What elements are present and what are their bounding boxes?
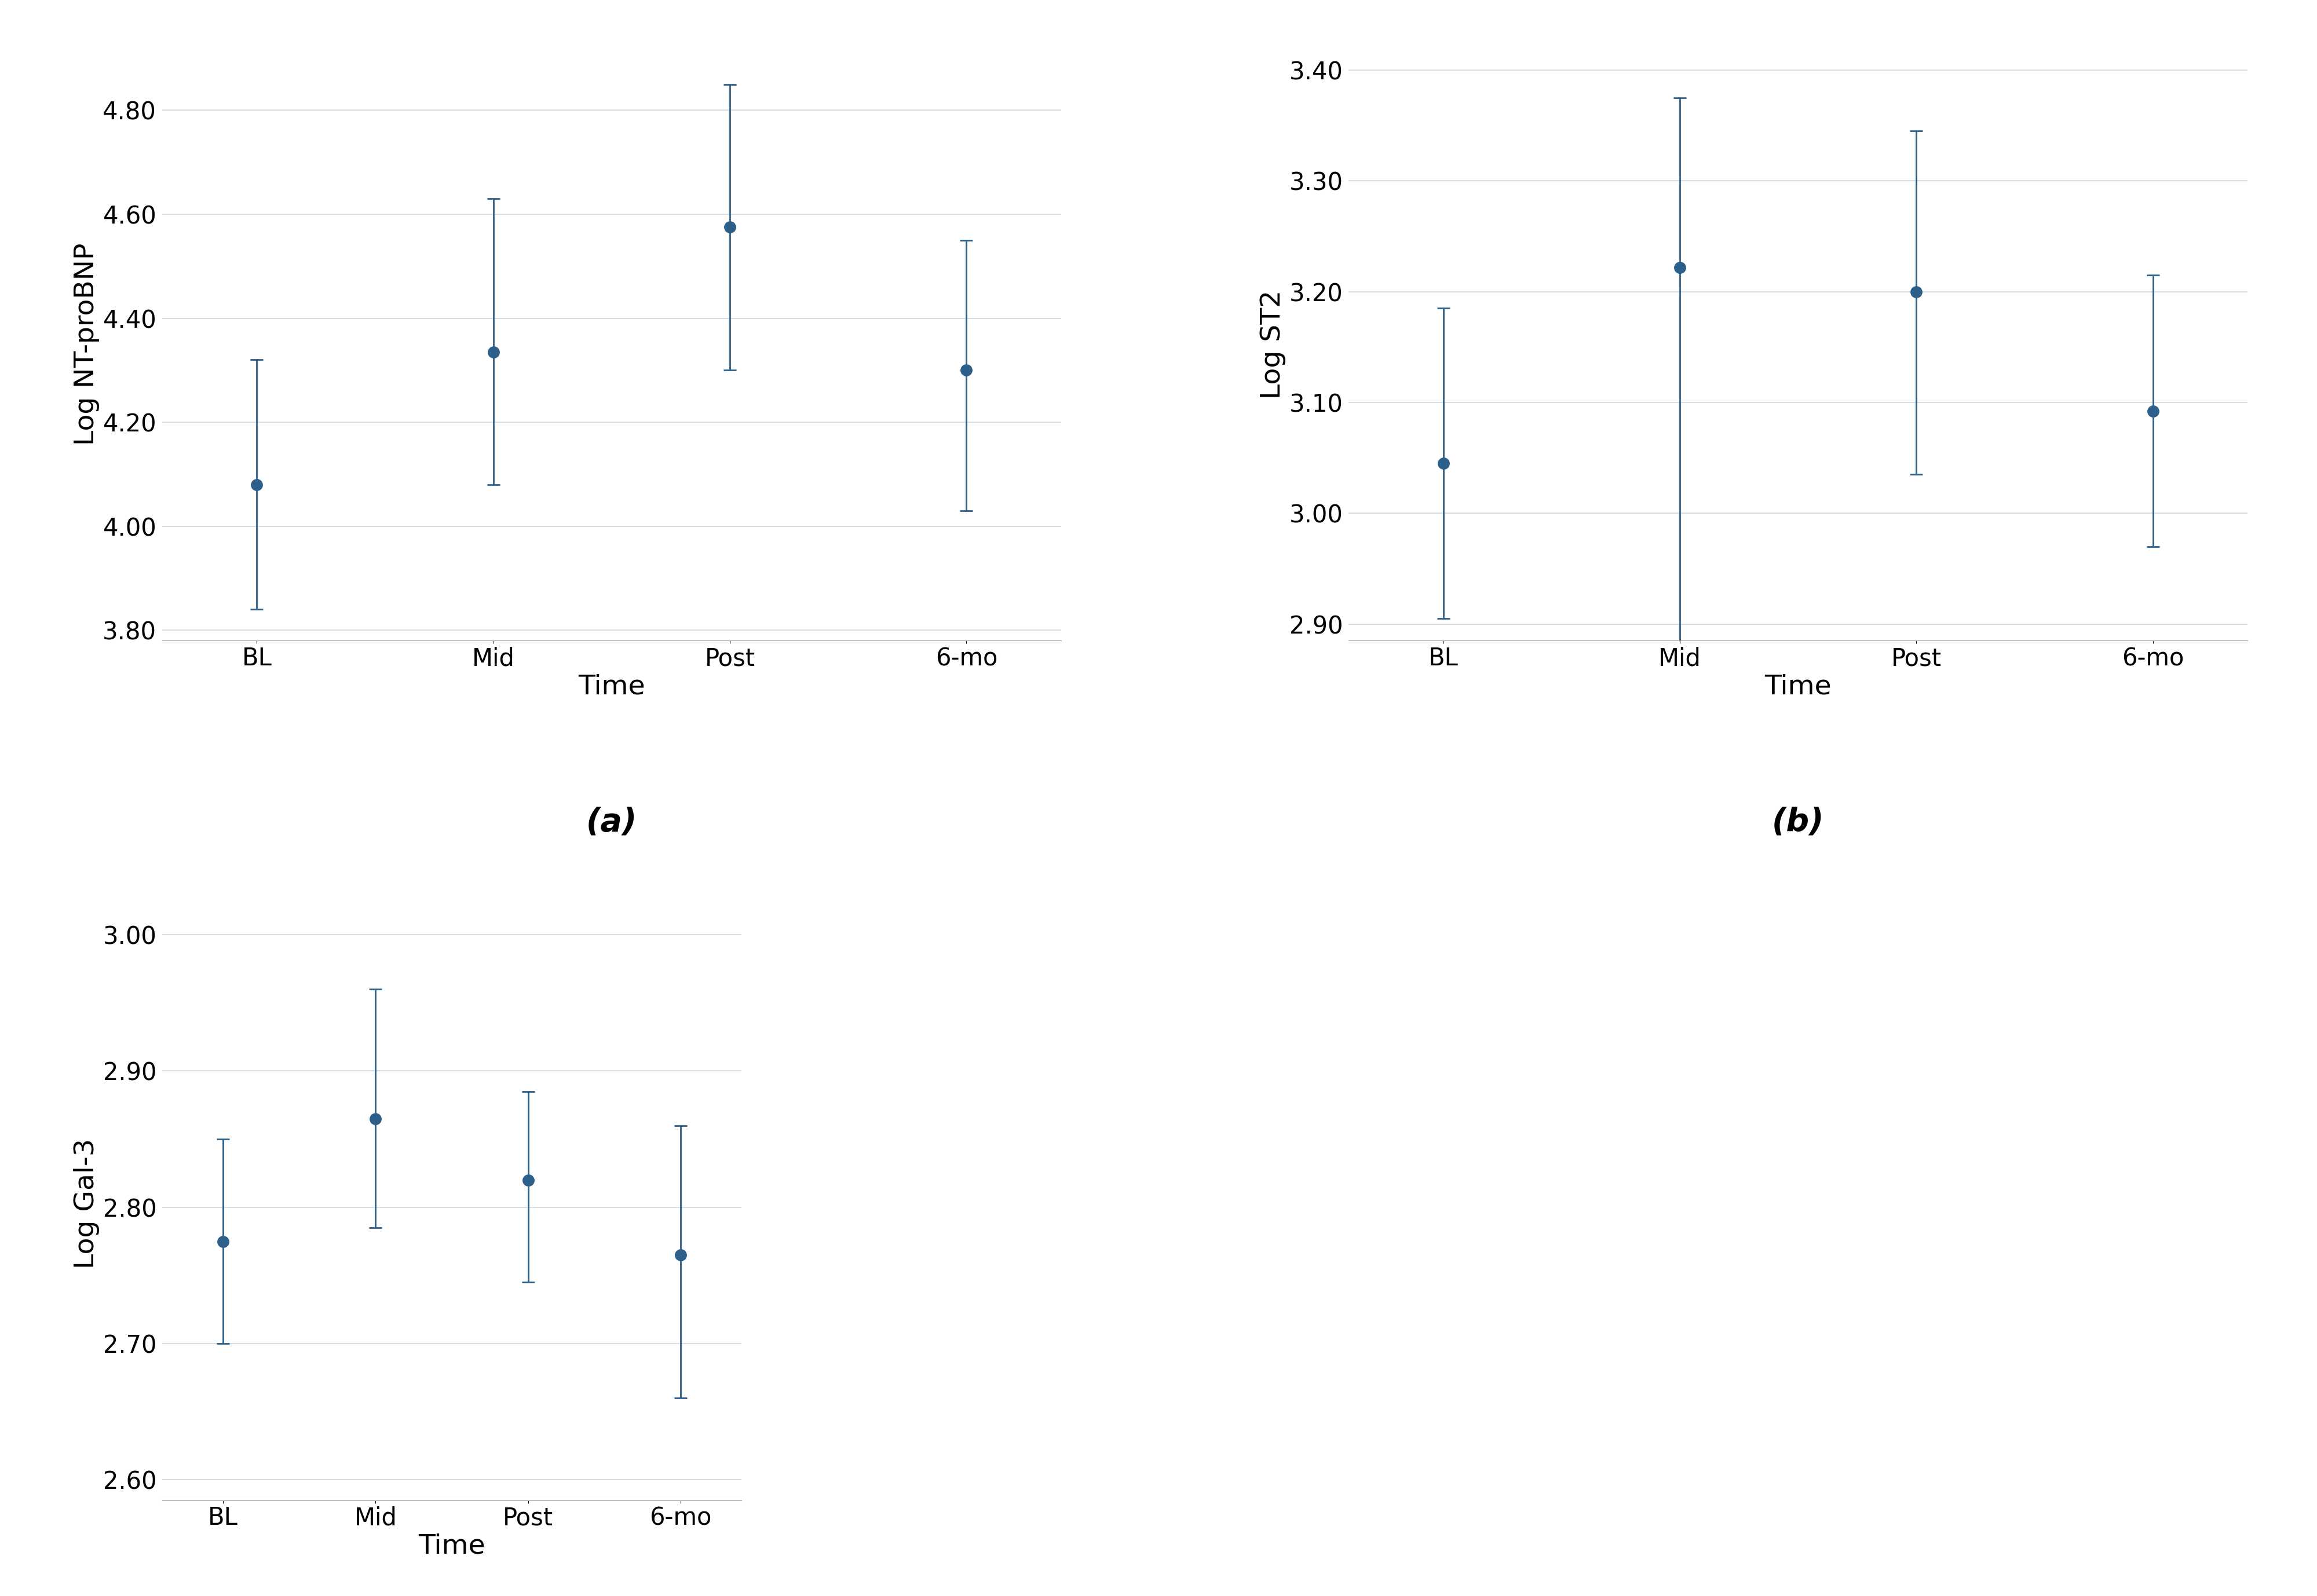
X-axis label: Time: Time — [419, 1534, 484, 1559]
Text: (a): (a) — [586, 806, 637, 838]
Text: (b): (b) — [1773, 806, 1823, 838]
Y-axis label: Log NT-proBNP: Log NT-proBNP — [74, 243, 100, 445]
X-axis label: Time: Time — [579, 674, 644, 701]
Y-axis label: Log Gal-3: Log Gal-3 — [74, 1138, 100, 1269]
Y-axis label: Log ST2: Log ST2 — [1260, 290, 1286, 399]
X-axis label: Time: Time — [1766, 674, 1830, 701]
